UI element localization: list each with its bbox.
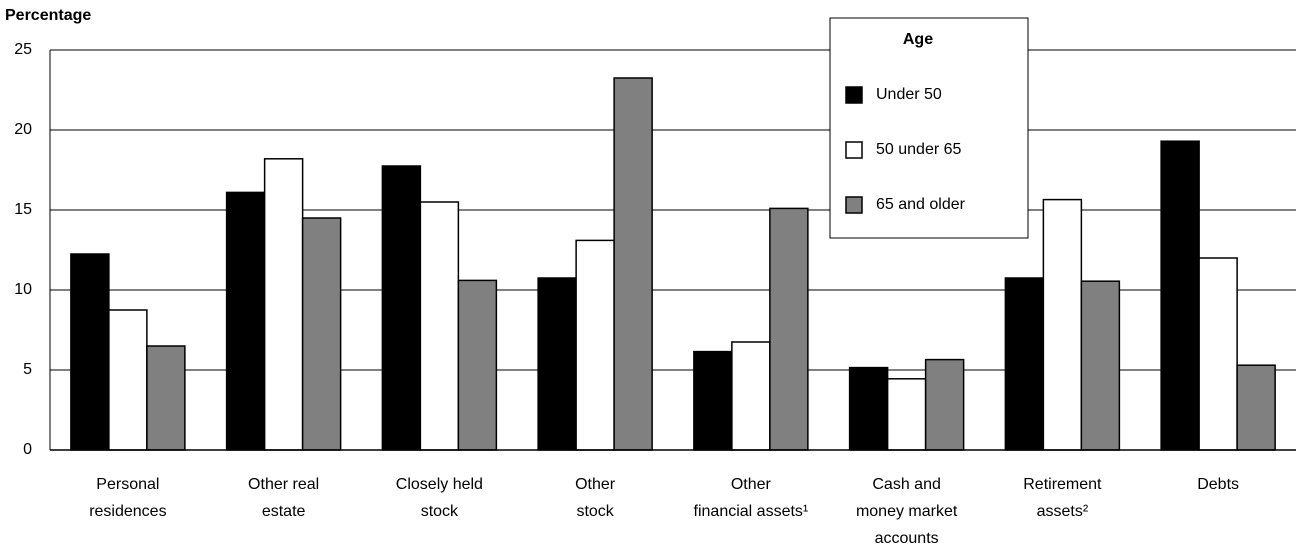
x-tick-label: Closely held xyxy=(396,476,483,493)
legend-label: Under 50 xyxy=(876,86,942,103)
bar xyxy=(886,378,927,451)
bar xyxy=(1080,280,1121,451)
x-tick-label: Debts xyxy=(1197,476,1239,493)
x-tick-label: stock xyxy=(421,503,459,520)
bar xyxy=(1160,140,1200,451)
legend-swatch xyxy=(845,196,863,214)
x-tick-label: Other xyxy=(575,476,616,493)
bar xyxy=(1004,277,1045,451)
bar xyxy=(70,253,110,451)
bar xyxy=(146,345,186,451)
x-tick-label: financial assets¹ xyxy=(694,503,809,520)
legend-box xyxy=(829,17,1029,239)
bar xyxy=(263,158,304,451)
bar xyxy=(575,239,615,451)
legend-swatch xyxy=(845,86,863,104)
bar xyxy=(301,217,342,451)
bar xyxy=(108,309,148,451)
legend-title: Age xyxy=(903,31,933,48)
x-tick-label: Retirement xyxy=(1023,476,1102,493)
x-tick-label: accounts xyxy=(875,530,939,547)
x-tick-label: Personal xyxy=(96,476,159,493)
x-tick-label: estate xyxy=(262,503,306,520)
y-tick-label: 15 xyxy=(14,201,32,218)
bar xyxy=(848,366,889,451)
legend-label: 50 under 65 xyxy=(876,141,962,158)
bar xyxy=(225,191,266,451)
bar xyxy=(731,341,771,451)
bar xyxy=(1198,257,1238,451)
y-tick-label: 5 xyxy=(23,361,32,378)
x-tick-label: stock xyxy=(576,503,614,520)
x-tick-label: money market xyxy=(856,503,958,520)
x-tick-label: assets² xyxy=(1037,503,1089,520)
y-axis-label: Percentage xyxy=(5,7,91,24)
bar xyxy=(769,207,809,451)
bar xyxy=(1042,198,1083,451)
bar xyxy=(381,165,422,451)
bar xyxy=(457,279,498,451)
bar xyxy=(693,350,733,451)
y-tick-label: 10 xyxy=(14,281,32,298)
x-tick-label: Other real xyxy=(248,476,319,493)
bar xyxy=(924,358,965,451)
legend-label: 65 and older xyxy=(876,196,966,213)
bar xyxy=(613,77,653,451)
x-tick-label: Cash and xyxy=(872,476,941,493)
y-tick-label: 0 xyxy=(23,441,32,458)
x-tick-label: residences xyxy=(89,503,166,520)
x-tick-label: Other xyxy=(731,476,772,493)
bar xyxy=(419,201,460,451)
bar xyxy=(1236,364,1276,451)
bar xyxy=(537,277,577,451)
y-tick-label: 25 xyxy=(14,41,32,58)
y-tick-label: 20 xyxy=(14,121,32,138)
legend-swatch xyxy=(845,141,863,159)
